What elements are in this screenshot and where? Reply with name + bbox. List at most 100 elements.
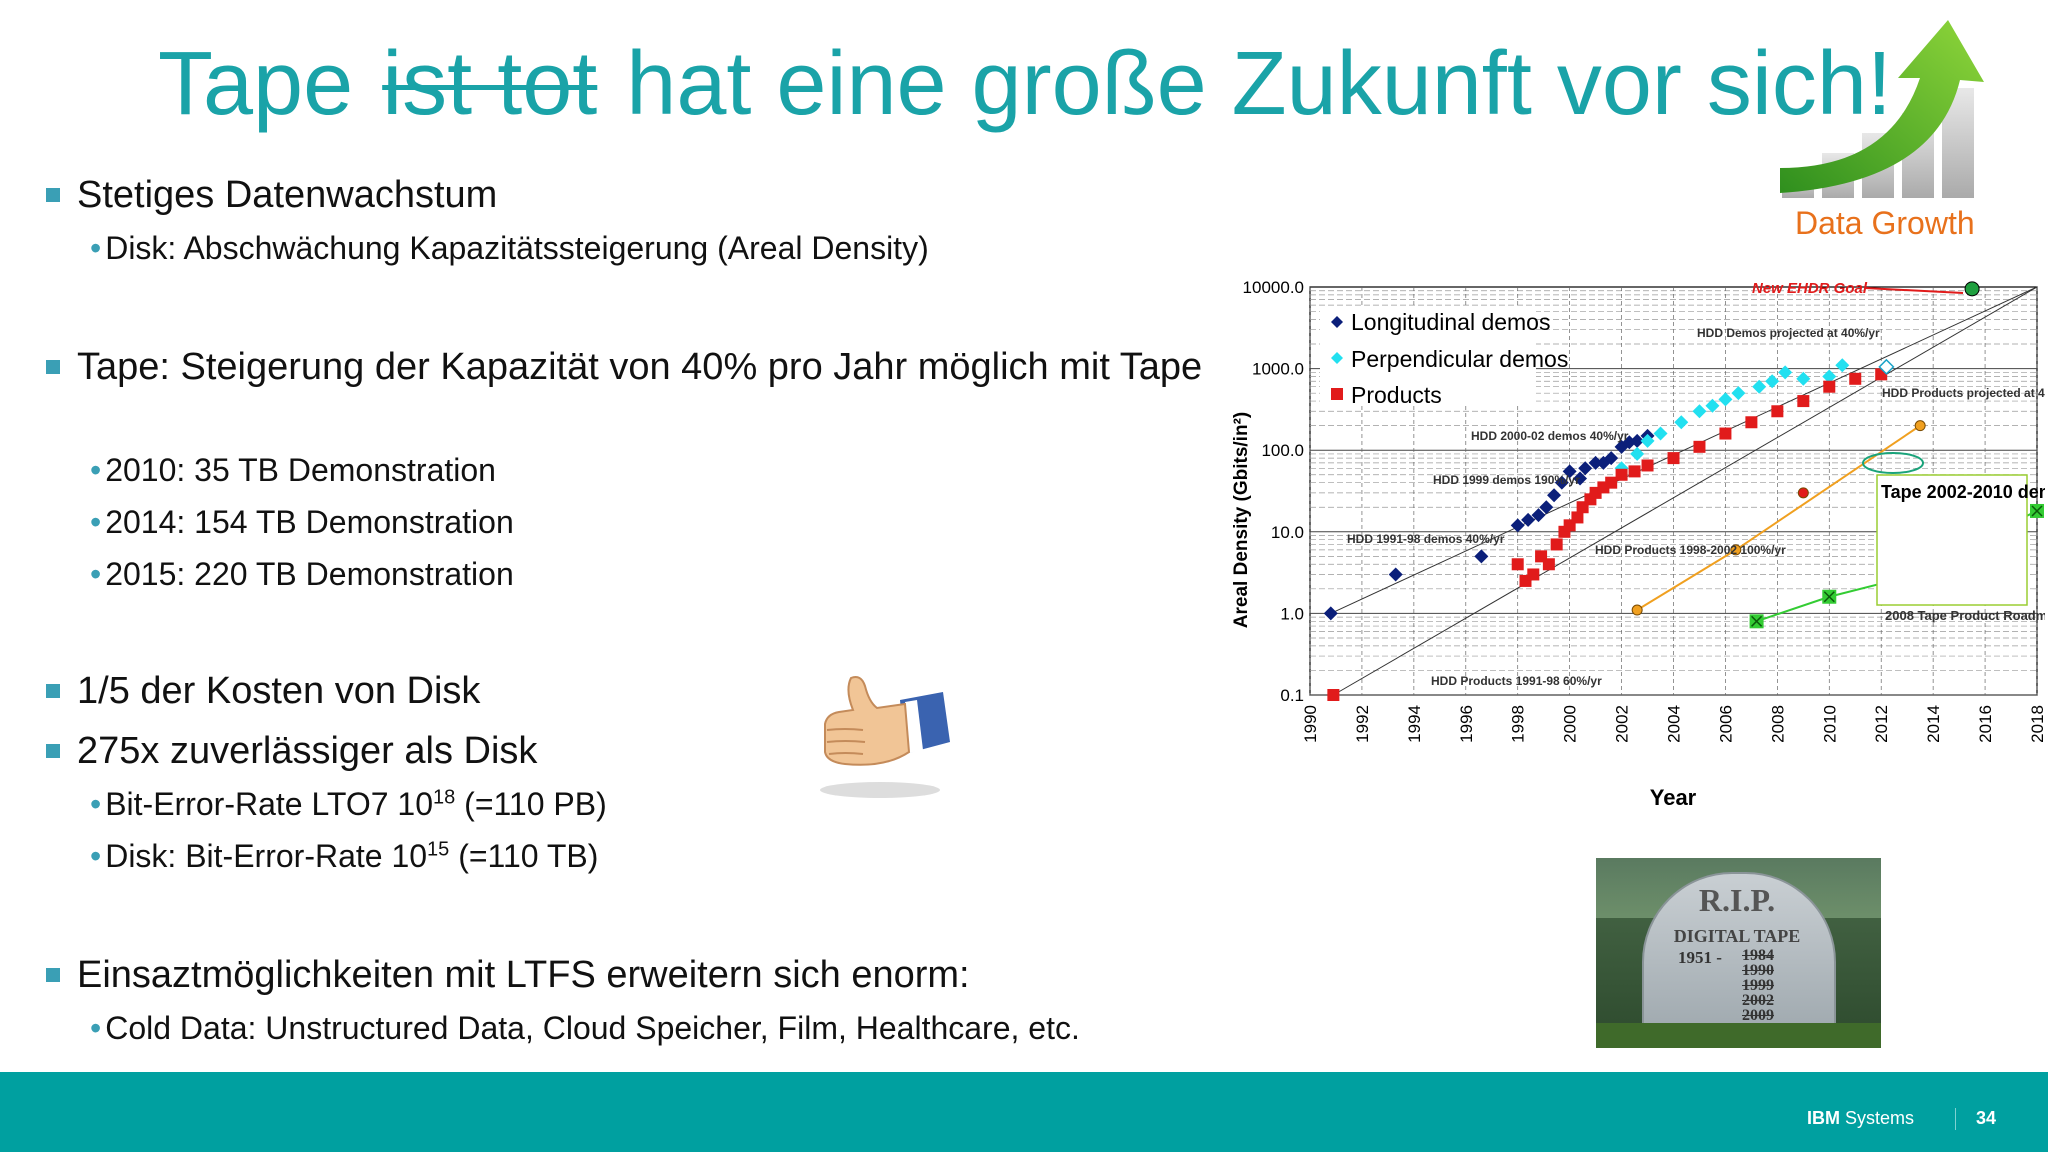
chart-annotations: New EHDR Goal HDD Demos projected at 40%… [1347,280,2045,688]
chart-annotation: 2008 Tape Product Roadmap [1885,608,2045,623]
bullet-dot-icon: • [90,556,102,592]
chart-annotation: HDD 1991-98 demos 40%/yr [1347,532,1505,546]
chart-trend-line [1333,286,2038,696]
chart-point [1849,372,1862,385]
chart-point [1539,500,1554,515]
chart-x-tick-label: 2018 [2028,705,2045,743]
legend-marker-perpendicular [1331,352,1343,364]
bullet-square-icon [46,968,60,982]
footer-divider [1955,1108,1956,1130]
chart-point [1542,558,1555,571]
chart-annotation: HDD Demos projected at 40%/yr [1697,326,1880,340]
legend-entry: Longitudinal demos [1351,309,1550,335]
chart-x-tick-label: 1996 [1457,705,1476,743]
chart-point [1778,365,1793,380]
bullet-dot-icon: • [90,504,102,540]
bullet-square-icon [46,360,60,374]
chart-point [1604,451,1619,466]
chart-point [1630,433,1645,448]
chart-point [1705,398,1720,413]
tombstone-year: 2002 [1742,992,1774,1009]
chart-x-tick-label: 1998 [1509,705,1528,743]
chart-y-tick-label: 1000.0 [1252,360,1304,379]
chart-y-tick-label: 0.1 [1280,686,1304,705]
ibm-systems-logo: IBM Systems [1806,1108,1914,1128]
chart-point [1630,446,1645,461]
bullet-dot-icon: • [90,786,102,822]
chart-point [1554,475,1569,490]
chart-point [1323,606,1338,621]
chart-trend-line [1330,286,2038,614]
title-suffix: hat eine große Zukunft vor sich! [626,34,1892,134]
chart-point [1578,461,1593,476]
areal-density-chart: 1990 1992 1994 1996 1998 2000 2002 2004 2006 2008… [1231,278,2045,810]
chart-point [1547,488,1562,503]
chart-point [1751,615,1763,627]
chart-point [1474,549,1489,564]
chart-x-tick-label: 2008 [1768,705,1787,743]
chart-point [1596,455,1611,470]
chart-point [1628,465,1641,478]
chart-point [1752,379,1767,394]
chart-point [1573,471,1588,486]
chart-point [1745,416,1758,429]
chart-point [1531,508,1546,523]
tombstone-year: 2009 [1742,1007,1774,1024]
chart-annotation: HDD 1999 demos 190%/yr [1433,473,1580,487]
data-growth-label: Data Growth [1795,205,1975,241]
chart-annotation: New EHDR Goal [1752,280,1868,297]
chart-x-tick-label: 2016 [1976,705,1995,743]
chart-x-tick-label: 1994 [1405,705,1424,743]
chart-y-tick-label: 10000.0 [1243,278,1304,297]
chart-point [1693,440,1706,453]
chart-point [1914,420,1926,432]
chart-legend: Longitudinal demos Perpendicular demos P… [1320,307,1568,408]
sub-bullet-item: • 2010: 35 TB Demonstration [90,452,496,488]
sub-bullet-item: • Bit-Error-Rate LTO7 1018 (=110 PB) [90,786,607,822]
chart-point [1521,512,1536,527]
sub-bullet-item: • Disk: Abschwächung Kapazitätssteigerung… [90,230,929,266]
chart-point [1527,568,1540,581]
footer-bar: IBM Systems 34 [0,1072,2048,1152]
chart-point [1653,426,1668,441]
chart-x-tick-label: 2012 [1872,705,1891,743]
chart-x-tick-label: 2004 [1665,705,1684,743]
chart-trend-lines [1330,286,2038,696]
chart-goal-point [1964,281,1980,297]
chart-y-tick-label: 1.0 [1280,604,1304,623]
chart-point [1511,558,1524,571]
chart-x-tick-label: 1990 [1301,705,1320,743]
tombstone-year: 1984 [1742,947,1774,964]
chart-point [1823,380,1836,393]
chart-annotation-tape: Tape 2002-2010 demos ~60%/yr [1881,482,2045,502]
chart-x-tick-label: 1992 [1353,705,1372,743]
chart-point [1878,358,1895,375]
bullet-dot-icon: • [90,1010,102,1046]
chart-point [1796,371,1811,386]
title-prefix: Tape [158,34,354,134]
chart-marks [1323,281,2044,701]
thumbs-up-icon [820,676,950,798]
chart-x-tick-label: 2006 [1716,705,1735,743]
chart-y-tick-label: 100.0 [1261,441,1304,460]
bullet-square-icon [46,188,60,202]
bullet-dot-icon: • [90,452,102,488]
legend-entry: Products [1351,382,1442,408]
chart-point [1667,452,1680,465]
sub-bullet-item: • Disk: Bit-Error-Rate 1015 (=110 TB) [90,838,599,874]
chart-point [1692,404,1707,419]
chart-point [1631,604,1643,616]
chart-point [1510,518,1525,533]
bullet-dot-icon: • [90,838,102,874]
bullet-dot-icon: • [90,230,102,266]
legend-marker-longitudinal [1331,316,1343,328]
sub-bullet-item: • 2014: 154 TB Demonstration [90,504,514,540]
chart-point [1823,591,1835,603]
chart-x-label: Year [1650,785,1697,810]
chart-x-tick-label: 2014 [1924,705,1943,743]
tombstone-year: 1999 [1742,977,1774,994]
sub-bullet-item: • Cold Data: Unstructured Data, Cloud Spe… [90,1010,1080,1046]
chart-point [1718,392,1733,407]
chart-y-label: Areal Density (Gbits/in²) [1231,412,1252,628]
chart-x-tick-label: 2000 [1561,705,1580,743]
